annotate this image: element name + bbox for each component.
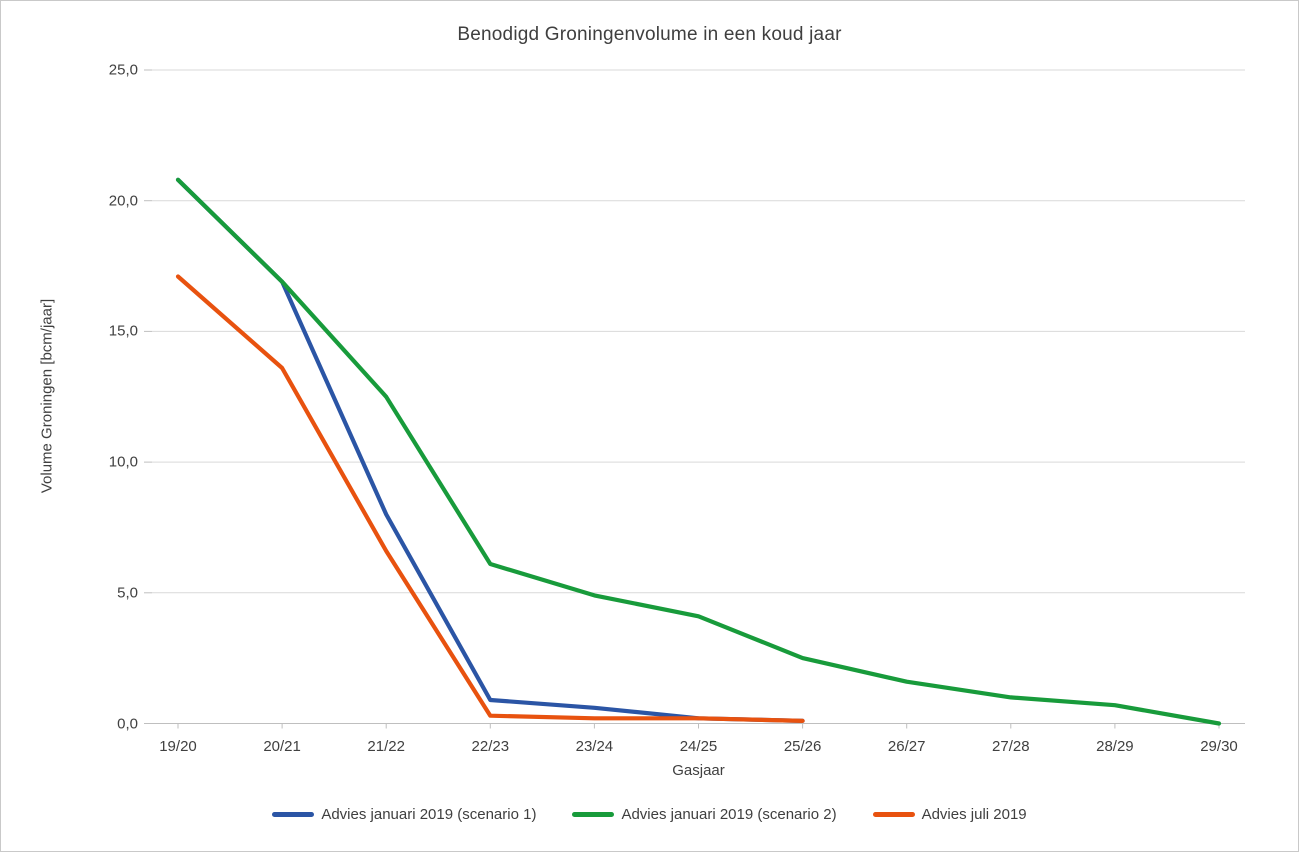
series-line-1: [175, 177, 805, 723]
y-tick-label: 10,0: [108, 453, 138, 471]
legend-line-swatch: [272, 812, 315, 817]
x-tick-label: 27/28: [992, 737, 1030, 755]
series-line-2: [175, 177, 1222, 726]
x-tick-label: 26/27: [887, 737, 926, 755]
x-tick-label: 23/24: [575, 737, 614, 755]
y-tick-label: 15,0: [108, 322, 138, 340]
legend-label: Advies juli 2019: [921, 806, 1027, 823]
chart-title: Benodigd Groningenvolume in een koud jaa…: [457, 24, 842, 45]
legend-item-2: Advies januari 2019 (scenario 2): [572, 806, 837, 823]
x-tick-label: 19/20: [159, 737, 197, 755]
legend-line-swatch: [572, 812, 615, 817]
chart-legend: Advies januari 2019 (scenario 1) Advies j…: [0, 806, 1299, 823]
x-tick-label: 25/26: [783, 737, 822, 755]
x-tick-label: 24/25: [679, 737, 718, 755]
legend-item-1: Advies januari 2019 (scenario 1): [272, 806, 536, 823]
x-axis-title: Gasjaar: [672, 762, 725, 779]
y-tick-label: 0,0: [117, 715, 138, 732]
y-tick-label: 25,0: [108, 61, 138, 79]
x-tick-label: 29/30: [1200, 737, 1238, 755]
y-tick-label: 20,0: [108, 192, 138, 210]
y-axis-title: Volume Groningen [bcm/jaar]: [38, 298, 56, 494]
y-tick-label: 5,0: [117, 584, 138, 602]
series-line-3: [175, 274, 805, 723]
legend-label: Advies januari 2019 (scenario 2): [621, 806, 837, 823]
legend-item-3: Advies juli 2019: [872, 806, 1027, 823]
legend-label: Advies januari 2019 (scenario 1): [321, 806, 537, 823]
x-tick-label: 22/23: [471, 737, 510, 755]
x-tick-label: 20/21: [263, 737, 301, 755]
x-tick-label: 28/29: [1096, 737, 1134, 755]
x-tick-label: 21/22: [367, 737, 405, 755]
legend-line-swatch: [872, 812, 915, 817]
